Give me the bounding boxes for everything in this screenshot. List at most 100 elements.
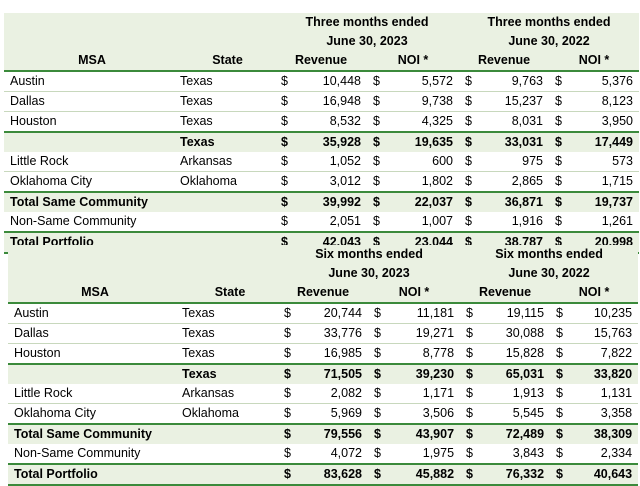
currency-symbol: $ [460,423,483,444]
period-b-line2: June 30, 2022 [460,264,639,283]
currency-symbol: $ [550,463,573,486]
currency-symbol: $ [465,174,472,188]
currency-symbol: $ [278,303,302,324]
noi-cell: 4,325 [421,114,453,128]
msa-cell: Oklahoma City [14,406,96,420]
revenue-cell: 72,489 [482,423,551,444]
noi-cell: 38,309 [572,423,639,444]
currency-symbol: $ [556,346,563,360]
table-row: Little Rock Arkansas $2,082 $1,171 $1,913 $1,… [8,384,639,404]
noi-cell: 573 [571,152,639,172]
currency-symbol: $ [275,131,299,152]
currency-symbol: $ [460,363,483,384]
currency-symbol: $ [284,406,291,420]
noi-header: NOI * [367,51,459,72]
state-cell [182,444,278,465]
currency-symbol: $ [549,191,571,212]
state-cell: Texas [182,303,278,324]
currency-symbol: $ [550,363,573,384]
msa-cell: Little Rock [8,384,182,404]
currency-symbol: $ [460,384,483,404]
currency-symbol: $ [368,363,390,384]
period-b-line2: June 30, 2022 [459,32,639,51]
noi-cell: 600 [389,152,459,172]
state-cell [182,423,278,444]
msa-cell: Austin [4,71,180,92]
revenue-cell: 30,088 [482,323,551,344]
msa-cell: Total Same Community [8,423,182,444]
msa-cell: Oklahoma City [10,174,92,188]
revenue-cell: 975 [481,152,549,172]
currency-symbol: $ [556,406,563,420]
state-cell: Texas [182,363,278,384]
currency-symbol: $ [549,212,571,233]
currency-symbol: $ [278,384,302,404]
table-row: Little Rock Arkansas $1,052 $600 $975 $573 [4,152,639,172]
period-b-line1: Three months ended [459,13,639,32]
currency-symbol: $ [555,174,562,188]
currency-symbol: $ [275,152,299,172]
revenue-cell: 2,865 [511,174,543,188]
noi-cell: 19,737 [571,191,639,212]
period-a-line2: June 30, 2023 [278,264,461,283]
period-a-line2: June 30, 2023 [275,32,459,51]
currency-symbol: $ [550,444,573,465]
table-row: Dallas Texas $33,776 $19,271 $30,088 $15,763 [8,323,639,344]
noi-cell: 8,123 [571,91,639,112]
state-cell: Oklahoma [182,406,239,420]
currency-symbol: $ [459,152,481,172]
currency-symbol: $ [368,444,390,465]
currency-symbol: $ [373,114,380,128]
revenue-cell: 9,763 [481,71,549,92]
table-row: Austin Texas $20,744 $11,181 $19,115 $10,235 [8,303,639,324]
state-cell: Texas [180,91,275,112]
currency-symbol: $ [459,91,481,112]
currency-symbol: $ [275,71,299,92]
revenue-cell: 3,012 [329,174,361,188]
revenue-cell: 36,871 [481,191,549,212]
noi-cell: 1,131 [572,384,639,404]
state-cell [180,212,275,233]
table-row: Oklahoma City Oklahoma $3,012 $1,802 $2,865 $… [4,172,639,193]
currency-symbol: $ [278,463,302,486]
currency-symbol: $ [549,91,571,112]
revenue-cell: 65,031 [482,363,551,384]
revenue-cell: 8,031 [511,114,543,128]
table-row: Houston Texas $16,985 $8,778 $15,828 $7,822 [8,344,638,365]
revenue-header: Revenue [278,283,368,304]
noi-cell: 10,235 [572,303,639,324]
currency-symbol: $ [278,323,302,344]
currency-symbol: $ [367,191,389,212]
revenue-cell: 76,332 [482,463,551,486]
currency-symbol: $ [550,423,573,444]
noi-header: NOI * [550,283,639,304]
state-cell: Oklahoma [180,174,237,188]
noi-cell: 19,635 [389,131,459,152]
noi-cell: 43,907 [390,423,461,444]
period-b-line1: Six months ended [460,245,639,264]
currency-symbol: $ [368,323,390,344]
currency-symbol: $ [374,346,381,360]
currency-symbol: $ [550,323,573,344]
currency-symbol: $ [367,71,389,92]
table-row: Non-Same Community $2,051 $1,007 $1,916 $1,2… [4,212,639,233]
noi-header: NOI * [368,283,461,304]
noi-cell: 3,506 [422,406,455,420]
revenue-header: Revenue [460,283,551,304]
state-cell: Texas [180,114,213,128]
currency-symbol: $ [367,131,389,152]
revenue-cell: 15,237 [481,91,549,112]
currency-symbol: $ [367,212,389,233]
six-month-table: Six months ended Six months ended June 3… [8,245,639,486]
table-row: Houston Texas $8,532 $4,325 $8,031 $3,950 [4,112,639,133]
noi-cell: 15,763 [572,323,639,344]
msa-cell [4,131,180,152]
state-cell: Texas [182,346,215,360]
revenue-cell: 10,448 [299,71,367,92]
three-month-table: Three months ended Three months ended Ju… [4,13,639,254]
revenue-cell: 33,776 [302,323,368,344]
table-row: Non-Same Community $4,072 $1,975 $3,843 $2,3… [8,444,639,465]
noi-cell: 1,715 [601,174,633,188]
currency-symbol: $ [459,131,481,152]
revenue-cell: 71,505 [302,363,368,384]
